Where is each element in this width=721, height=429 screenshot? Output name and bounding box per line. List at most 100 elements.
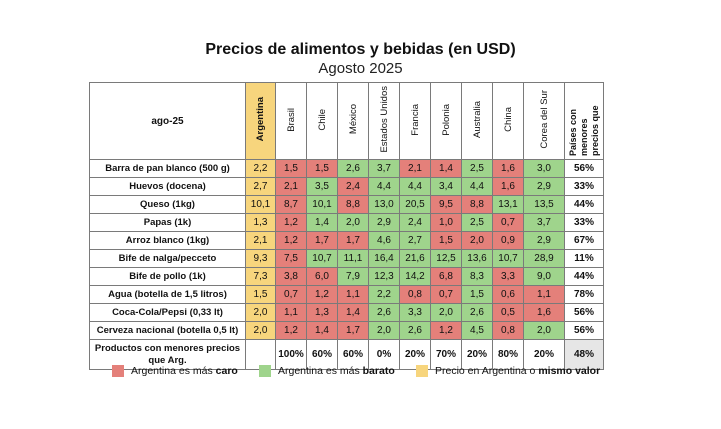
price-cell: 1,1 bbox=[337, 285, 369, 304]
price-cell: 1,4 bbox=[306, 321, 338, 340]
price-cell: 8,8 bbox=[461, 195, 493, 214]
price-cell: 21,6 bbox=[399, 249, 431, 268]
price-cell: 1,2 bbox=[275, 213, 307, 232]
price-cell: 3,3 bbox=[399, 303, 431, 322]
price-cell: 13,1 bbox=[492, 195, 524, 214]
price-cell: 2,6 bbox=[399, 321, 431, 340]
price-cell: 2,4 bbox=[399, 213, 431, 232]
price-cell: 9,5 bbox=[430, 195, 462, 214]
price-cell: 1,7 bbox=[306, 231, 338, 250]
price-cell: 1,4 bbox=[306, 213, 338, 232]
row-label: Arroz blanco (1kg) bbox=[89, 231, 246, 250]
totals-cell: 80% bbox=[492, 339, 524, 370]
column-header-country: México bbox=[337, 82, 369, 160]
price-cell: 10,7 bbox=[492, 249, 524, 268]
share-cell: 78% bbox=[564, 285, 604, 304]
totals-cell: 60% bbox=[306, 339, 338, 370]
price-cell: 2,0 bbox=[461, 231, 493, 250]
price-cell: 6,8 bbox=[430, 267, 462, 286]
row-label: Barra de pan blanco (500 g) bbox=[89, 159, 246, 178]
price-cell: 0,6 bbox=[492, 285, 524, 304]
share-cell: 44% bbox=[564, 267, 604, 286]
argentina-price-cell: 10,1 bbox=[245, 195, 276, 214]
price-cell: 3,5 bbox=[306, 177, 338, 196]
row-label: Huevos (docena) bbox=[89, 177, 246, 196]
table-row: Queso (1kg) 10,1 8,7 10,1 8,8 13,0 20,5 9,5 8,8 1… bbox=[89, 195, 604, 214]
price-cell: 2,6 bbox=[337, 159, 369, 178]
price-cell: 0,7 bbox=[430, 285, 462, 304]
price-cell: 13,6 bbox=[461, 249, 493, 268]
table-row: Coca-Cola/Pepsi (0,33 lt) 2,0 1,1 1,3 1,4 2,6… bbox=[89, 303, 604, 322]
price-cell: 2,2 bbox=[368, 285, 400, 304]
table-body: Barra de pan blanco (500 g) 2,2 1,5 1,5 2,6 3… bbox=[89, 159, 604, 370]
legend-text: Argentina es más caro bbox=[131, 365, 238, 377]
legend-item-igual: Precio en Argentina o mismo valor bbox=[416, 365, 600, 377]
column-header-country: Brasil bbox=[275, 82, 307, 160]
price-cell: 1,7 bbox=[337, 231, 369, 250]
argentina-price-cell: 2,0 bbox=[245, 321, 276, 340]
price-cell: 2,1 bbox=[275, 177, 307, 196]
row-label: Coca-Cola/Pepsi (0,33 lt) bbox=[89, 303, 246, 322]
price-cell: 1,6 bbox=[492, 177, 524, 196]
legend-swatch-green bbox=[259, 365, 271, 377]
price-cell: 1,7 bbox=[337, 321, 369, 340]
price-cell: 0,8 bbox=[399, 285, 431, 304]
price-cell: 10,7 bbox=[306, 249, 338, 268]
price-cell: 1,4 bbox=[337, 303, 369, 322]
table-row: Arroz blanco (1kg) 2,1 1,2 1,7 1,7 4,6 2,7 1,5 2… bbox=[89, 231, 604, 250]
share-cell: 56% bbox=[564, 159, 604, 178]
totals-final-cell: 48% bbox=[564, 339, 604, 370]
price-cell: 1,2 bbox=[430, 321, 462, 340]
share-cell: 56% bbox=[564, 303, 604, 322]
totals-cell: 70% bbox=[430, 339, 462, 370]
totals-cell: 60% bbox=[337, 339, 369, 370]
price-cell: 0,8 bbox=[492, 321, 524, 340]
price-cell: 3,7 bbox=[368, 159, 400, 178]
argentina-price-cell: 2,0 bbox=[245, 303, 276, 322]
column-header-country: Estados Unidos bbox=[368, 82, 400, 160]
price-cell: 1,0 bbox=[430, 213, 462, 232]
corner-label: ago-25 bbox=[89, 82, 246, 160]
price-cell: 1,6 bbox=[523, 303, 565, 322]
legend-item-barato: Argentina es más barato bbox=[259, 365, 395, 377]
totals-row: Productos con menores precios que Arg. 10… bbox=[89, 339, 604, 370]
price-cell: 8,3 bbox=[461, 267, 493, 286]
price-cell: 0,7 bbox=[492, 213, 524, 232]
argentina-price-cell: 9,3 bbox=[245, 249, 276, 268]
price-cell: 2,0 bbox=[430, 303, 462, 322]
column-header-argentina: Argentina bbox=[245, 82, 276, 160]
price-cell: 2,6 bbox=[461, 303, 493, 322]
price-cell: 2,4 bbox=[337, 177, 369, 196]
column-header-country: Polonia bbox=[430, 82, 462, 160]
argentina-price-cell: 1,5 bbox=[245, 285, 276, 304]
price-cell: 1,6 bbox=[492, 159, 524, 178]
price-cell: 1,3 bbox=[306, 303, 338, 322]
price-cell: 1,2 bbox=[275, 231, 307, 250]
chart-subtitle: Agosto 2025 bbox=[318, 60, 403, 77]
legend-swatch-yellow bbox=[416, 365, 428, 377]
price-cell: 9,0 bbox=[523, 267, 565, 286]
argentina-price-cell: 1,3 bbox=[245, 213, 276, 232]
legend: Argentina es más caro Argentina es más b… bbox=[0, 365, 721, 379]
table-row: Barra de pan blanco (500 g) 2,2 1,5 1,5 2,6 3… bbox=[89, 159, 604, 178]
column-header-country: Francia bbox=[399, 82, 431, 160]
price-cell: 12,3 bbox=[368, 267, 400, 286]
price-cell: 2,0 bbox=[368, 321, 400, 340]
price-cell: 2,1 bbox=[399, 159, 431, 178]
price-cell: 1,5 bbox=[306, 159, 338, 178]
price-cell: 3,4 bbox=[430, 177, 462, 196]
column-header-share: Países con menores precios que bbox=[564, 82, 604, 160]
price-cell: 16,4 bbox=[368, 249, 400, 268]
price-cell: 28,9 bbox=[523, 249, 565, 268]
price-cell: 13,0 bbox=[368, 195, 400, 214]
table-row: Papas (1k) 1,3 1,2 1,4 2,0 2,9 2,4 1,0 2,5 0,7 3,7… bbox=[89, 213, 604, 232]
share-cell: 33% bbox=[564, 177, 604, 196]
price-cell: 1,2 bbox=[275, 321, 307, 340]
table-row: Bife de nalga/pecceto 9,3 7,5 10,7 11,1 16,4 2… bbox=[89, 249, 604, 268]
argentina-price-cell: 2,2 bbox=[245, 159, 276, 178]
price-cell: 1,5 bbox=[461, 285, 493, 304]
price-cell: 2,0 bbox=[523, 321, 565, 340]
price-cell: 4,4 bbox=[399, 177, 431, 196]
price-cell: 2,0 bbox=[337, 213, 369, 232]
share-cell: 67% bbox=[564, 231, 604, 250]
